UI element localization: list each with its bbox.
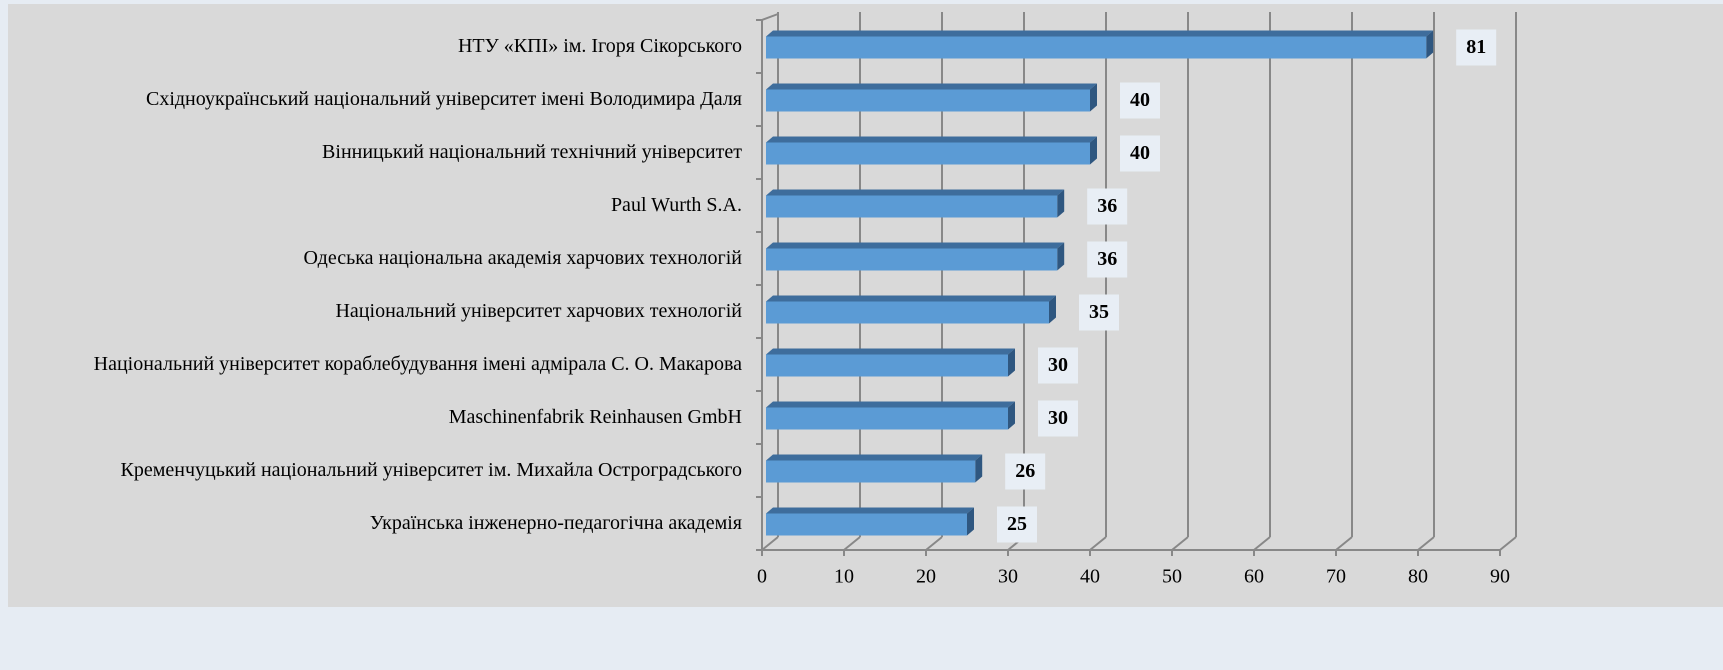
bar	[766, 460, 976, 483]
bar-top	[766, 507, 974, 514]
x-tick-label: 0	[757, 566, 767, 588]
category-label: НТУ «КПІ» ім. Ігоря Сікорського	[458, 35, 742, 57]
value-label: 26	[1015, 460, 1035, 482]
bar	[766, 36, 1427, 59]
x-tick-label: 30	[998, 566, 1018, 588]
category-label: Національний університет харчових технол…	[335, 300, 742, 322]
value-label-box	[1079, 294, 1119, 331]
category-label: Кременчуцький національний університет і…	[120, 459, 742, 481]
value-label: 35	[1089, 301, 1109, 323]
bar-side	[1090, 136, 1097, 165]
value-label-box	[1456, 29, 1497, 66]
bar-side	[967, 507, 974, 536]
bar	[766, 354, 1008, 377]
value-label-box	[1087, 241, 1128, 278]
value-label: 30	[1048, 407, 1068, 429]
value-label: 36	[1097, 248, 1117, 270]
category-label: Вінницький національний технічний універ…	[322, 141, 742, 163]
grid-floor	[1499, 536, 1517, 551]
bar-top	[766, 401, 1015, 408]
grid-floor	[761, 536, 779, 551]
bar-side	[1057, 242, 1065, 271]
bar-side	[1008, 401, 1015, 430]
x-tick-label: 10	[834, 566, 854, 588]
left-wall-top	[761, 13, 779, 21]
bar-side	[1426, 30, 1434, 59]
category-label: Національний університет кораблебудуванн…	[94, 353, 742, 375]
value-label-box	[997, 506, 1037, 543]
bar-side	[975, 454, 983, 483]
x-tick-label: 20	[916, 566, 936, 588]
bar	[766, 407, 1008, 430]
bar-side	[1090, 83, 1097, 112]
category-label: Східноукраїнський національний університ…	[146, 88, 742, 110]
grid-floor	[1335, 536, 1353, 551]
value-label: 25	[1007, 513, 1027, 535]
grid-floor	[1089, 536, 1107, 551]
bar-top	[766, 348, 1015, 355]
grid-floor	[1171, 536, 1189, 551]
bar-side	[1057, 189, 1065, 218]
category-label: Українська інженерно-педагогічна академі…	[370, 512, 742, 534]
x-tick-label: 90	[1490, 566, 1510, 588]
category-label: Одеська національна академія харчових те…	[304, 247, 743, 269]
value-label: 40	[1130, 142, 1150, 164]
bar	[766, 513, 967, 536]
category-label: Paul Wurth S.A.	[611, 194, 742, 216]
value-label-box	[1038, 347, 1078, 384]
grid-floor	[1417, 536, 1435, 551]
grid-floor	[925, 536, 943, 551]
value-label-box	[1005, 453, 1046, 490]
bar	[766, 142, 1090, 165]
x-tick-label: 70	[1326, 566, 1346, 588]
x-tick-label: 50	[1162, 566, 1182, 588]
x-tick-label: 40	[1080, 566, 1100, 588]
bar	[766, 195, 1058, 218]
bar-top	[766, 295, 1056, 302]
bar-side	[1049, 295, 1056, 324]
bar-top	[766, 30, 1434, 37]
value-label-box	[1087, 188, 1128, 225]
x-tick-label: 80	[1408, 566, 1428, 588]
value-label: 36	[1097, 195, 1117, 217]
bar	[766, 301, 1049, 324]
bar	[766, 248, 1058, 271]
x-tick-label: 60	[1244, 566, 1264, 588]
grid-floor	[843, 536, 861, 551]
value-label: 40	[1130, 89, 1150, 111]
value-label-box	[1038, 400, 1078, 437]
bar-top	[766, 136, 1097, 143]
value-label-box	[1120, 82, 1160, 119]
bar-top	[766, 189, 1065, 196]
bar-top	[766, 454, 983, 461]
value-label: 81	[1466, 36, 1486, 58]
value-label-box	[1120, 135, 1160, 172]
bar-top	[766, 83, 1097, 90]
bar	[766, 89, 1090, 112]
category-label: Maschinenfabrik Reinhausen GmbH	[449, 406, 742, 428]
grid-floor	[1253, 536, 1271, 551]
value-label: 30	[1048, 354, 1068, 376]
bar-top	[766, 242, 1065, 249]
bar-side	[1008, 348, 1015, 377]
